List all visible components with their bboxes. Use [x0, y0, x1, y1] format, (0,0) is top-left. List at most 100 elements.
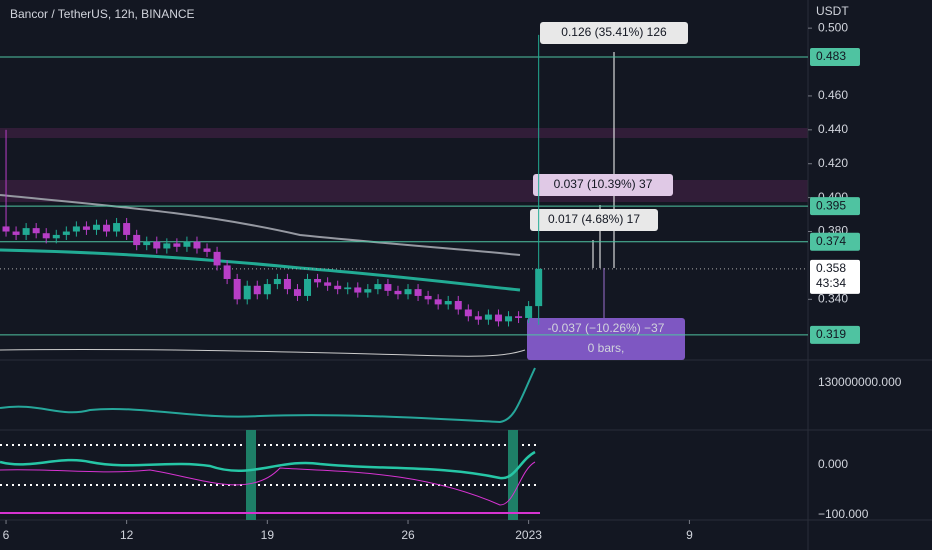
annotation-box	[533, 174, 673, 196]
candle-body	[163, 243, 171, 249]
candle-body	[494, 314, 502, 322]
candle-body	[143, 241, 151, 246]
y-tick-label: 0.460	[818, 88, 848, 102]
candle-body	[525, 306, 533, 318]
candle-body	[374, 284, 382, 290]
y-tick-label: 0.440	[818, 122, 848, 136]
candle-body	[113, 223, 121, 232]
x-tick-label: 12	[120, 528, 134, 542]
candle-body	[434, 299, 442, 305]
candle-body	[223, 265, 231, 279]
level-label-box	[810, 232, 860, 251]
candle-body	[293, 289, 301, 296]
annotation: -0.037 (−10.26%) −37	[548, 321, 665, 335]
level-label-box	[810, 325, 860, 344]
zone	[0, 128, 808, 138]
level-label-box	[810, 47, 860, 66]
candle-body	[203, 248, 211, 252]
level-label: 0.483	[816, 49, 846, 63]
oscillator-line	[0, 461, 536, 506]
annotation-box	[527, 318, 685, 360]
candle-body	[424, 295, 432, 300]
x-tick-label: 2023	[515, 528, 542, 542]
candle-body	[474, 316, 482, 320]
candle-body	[243, 285, 251, 300]
x-tick-label: 9	[686, 528, 693, 542]
candle-body	[263, 284, 271, 295]
candle-body	[484, 314, 492, 320]
candle-body	[32, 228, 40, 234]
annotation: 0.017 (4.68%) 17	[548, 212, 640, 226]
candle-body	[103, 224, 111, 232]
x-tick-label: 26	[401, 528, 415, 542]
indicator-label: 130000000.000	[818, 375, 902, 389]
last-price-label: 0.358	[816, 261, 846, 275]
candle-body	[123, 223, 131, 235]
moving-average	[0, 194, 521, 256]
candle-body	[535, 268, 543, 307]
candle-body	[82, 226, 90, 230]
candle-body	[404, 289, 412, 295]
candle-body	[515, 316, 523, 318]
oscillator-line	[0, 450, 536, 480]
annotation: 0.037 (10.39%) 37	[554, 177, 653, 191]
moving-average	[0, 248, 521, 292]
candle-body	[213, 251, 221, 266]
candle-body	[444, 301, 452, 305]
candle-body	[324, 282, 332, 286]
candle-body	[183, 241, 191, 247]
x-tick-label: 6	[3, 528, 10, 542]
last-price-box	[810, 259, 860, 294]
candle-body	[62, 231, 70, 235]
candle-body	[92, 224, 100, 230]
annotation-box	[540, 22, 688, 44]
countdown: 43:34	[816, 276, 846, 290]
candle-body	[394, 290, 402, 295]
level-label: 0.374	[816, 234, 846, 248]
indicator-label: 0.000	[818, 457, 848, 471]
level-label: 0.395	[816, 198, 846, 212]
candle-body	[384, 284, 392, 291]
annotation: 0.126 (35.41%) 126	[561, 25, 667, 39]
y-tick-label: 0.500	[818, 20, 848, 34]
candle-body	[344, 287, 352, 290]
candle-body	[173, 243, 181, 247]
annotation-box	[530, 209, 658, 231]
level-label-box	[810, 197, 860, 216]
candle-body	[273, 278, 281, 285]
candle-body	[22, 228, 30, 235]
candle-body	[364, 289, 372, 293]
candle-body	[464, 309, 472, 317]
candle-body	[454, 301, 462, 310]
candle-body	[193, 241, 201, 249]
zone	[0, 180, 808, 202]
candle-body	[283, 278, 291, 290]
indicator-line	[0, 367, 536, 424]
y-axis-label: USDT	[816, 4, 849, 18]
candle-body	[42, 233, 50, 239]
candle-body	[505, 316, 513, 322]
candle-body	[72, 226, 80, 232]
candle-body	[334, 285, 342, 290]
candle-body	[354, 287, 362, 293]
y-tick-label: 0.420	[818, 156, 848, 170]
candle-body	[233, 278, 241, 300]
level-label: 0.319	[816, 327, 846, 341]
candle-body	[52, 234, 60, 239]
candle-body	[12, 231, 20, 235]
candle-body	[153, 241, 161, 249]
indicator-label: −100.000	[818, 507, 869, 521]
chart-title: Bancor / TetherUS, 12h, BINANCE	[10, 7, 195, 21]
y-tick-label: 0.340	[818, 291, 848, 305]
volume-average	[0, 348, 526, 357]
candle-body	[304, 278, 312, 296]
x-tick-label: 19	[261, 528, 275, 542]
annotation: 0 bars,	[588, 341, 625, 355]
candle-body	[414, 289, 422, 296]
candle-body	[314, 278, 322, 283]
candle-body	[133, 234, 141, 246]
candle-body	[253, 285, 261, 295]
highlight	[246, 430, 256, 520]
